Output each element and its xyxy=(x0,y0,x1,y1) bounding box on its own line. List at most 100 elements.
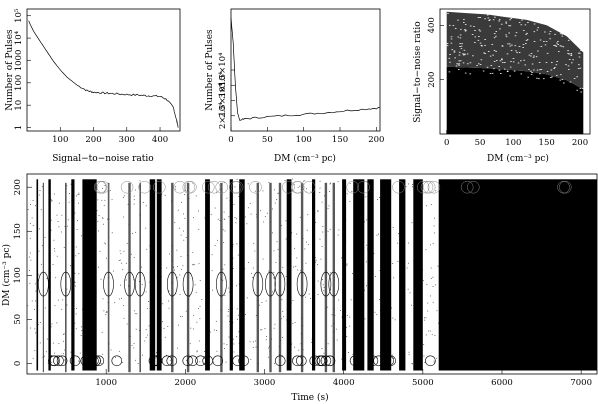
snr-vs-dm-gap xyxy=(510,50,513,51)
dm-vs-time-point xyxy=(50,219,52,221)
snr-vs-dm-gap xyxy=(488,20,490,21)
snr-vs-dm-gap xyxy=(495,60,498,61)
dm-vs-time-high-dm-pulse xyxy=(392,180,405,194)
dm-vs-time-point xyxy=(350,299,352,301)
dm-vs-time-point xyxy=(223,182,225,184)
dm-vs-time-point xyxy=(190,327,192,329)
dm-vs-time-point xyxy=(224,295,226,296)
dm-vs-time-point xyxy=(180,234,182,236)
dm-vs-time-point xyxy=(133,195,135,197)
dm-vs-time-pulse-marker xyxy=(60,271,72,297)
dm-vs-time-point xyxy=(229,291,230,293)
snr-vs-dm-gap xyxy=(515,50,517,52)
dm-vs-time-point xyxy=(366,285,367,287)
snr-vs-dm-gap xyxy=(486,14,489,16)
dm-vs-time-point xyxy=(198,308,199,310)
snr-vs-dm-gap xyxy=(453,51,456,53)
dm-vs-time-point xyxy=(61,231,62,233)
dm-vs-time-point xyxy=(227,311,229,312)
snr-vs-dm-gap xyxy=(526,32,528,34)
snr-vs-dm-gap xyxy=(532,56,535,58)
dm-vs-time-point xyxy=(63,247,65,248)
dm-vs-time-point xyxy=(62,299,64,301)
dm-vs-time-point xyxy=(183,230,184,232)
dm-vs-time-point xyxy=(35,300,36,302)
snr-vs-dm-gap xyxy=(530,70,532,72)
dm-vs-time-point xyxy=(145,227,147,229)
dm-vs-time-point xyxy=(317,294,319,295)
dm-vs-time-point xyxy=(74,212,76,214)
dm-vs-time-point xyxy=(139,180,141,182)
dm-vs-time-point xyxy=(75,255,77,257)
dm-vs-time-point xyxy=(39,322,41,323)
dm-vs-time-point xyxy=(246,297,248,299)
snr-vs-dm-gap xyxy=(469,62,472,64)
snr-vs-dm-gap xyxy=(537,50,539,52)
snr-vs-dm-gap xyxy=(557,44,559,45)
dm-vs-time-point xyxy=(74,282,76,283)
dm-vs-time-pulse-marker xyxy=(216,271,227,297)
dm-vs-time-panel: 1000 2000 3000 4000 5000 6000 7000 0 50 100 150 200… xyxy=(1,173,598,403)
dm-vs-time-pulse-marker xyxy=(124,271,135,297)
dm-vs-time-point xyxy=(323,352,325,354)
dm-vs-time-point xyxy=(66,185,68,187)
dm-vs-time-point xyxy=(122,269,124,271)
dm-vs-time-dense-band xyxy=(312,179,316,371)
snr-vs-dm-gap xyxy=(527,22,529,23)
dm-vs-time-point xyxy=(210,213,212,215)
snr-vs-dm-ytick-label: 400 xyxy=(427,17,437,33)
dm-vs-time-point xyxy=(438,322,439,324)
snr-vs-dm-gap xyxy=(451,49,454,51)
dm-vs-time-point xyxy=(252,277,253,279)
dm-vs-time-point xyxy=(63,333,65,335)
dm-vs-time-xlabel: Time (s) xyxy=(291,392,328,403)
dm-vs-time-dense-band xyxy=(438,179,597,371)
dm-vs-time-point xyxy=(264,328,266,329)
dm-vs-time-point xyxy=(293,266,295,268)
snr-vs-dm-gap xyxy=(549,31,552,32)
snr-vs-dm-gap xyxy=(489,73,492,74)
snr-vs-dm-gap xyxy=(531,63,534,65)
dm-vs-time-point xyxy=(233,203,235,205)
dm-vs-time-point xyxy=(170,360,172,361)
dm-vs-time-high-dm-pulse xyxy=(184,180,197,194)
dm-vs-time-point xyxy=(425,249,427,251)
dm-vs-time-point xyxy=(217,239,218,241)
snr-vs-dm-gap xyxy=(467,63,469,65)
snr-vs-dm-gap xyxy=(489,25,491,27)
dm-vs-time-point xyxy=(109,190,111,191)
dm-vs-time-point xyxy=(120,253,122,255)
dm-vs-time-point xyxy=(169,253,170,255)
snr-histogram-ytick-label: 10⁴ xyxy=(14,30,24,45)
dm-vs-time-point xyxy=(286,319,288,321)
dm-vs-time-point xyxy=(75,313,77,315)
snr-vs-dm-gap xyxy=(517,62,520,64)
dm-vs-time-low-dm-pulse xyxy=(150,355,162,367)
dm-vs-time-point xyxy=(198,228,200,230)
dm-vs-time-point xyxy=(432,242,434,244)
dm-vs-time-point xyxy=(430,278,432,279)
dm-vs-time-streak xyxy=(107,182,110,373)
dm-vs-time-point xyxy=(349,316,351,318)
dm-vs-time-point xyxy=(133,347,135,349)
snr-vs-dm-gap xyxy=(561,33,564,35)
snr-vs-dm-gap xyxy=(510,18,513,19)
dm-vs-time-point xyxy=(96,357,98,359)
snr-vs-dm-gap xyxy=(460,45,463,47)
dm-vs-time-point xyxy=(277,248,279,250)
dm-vs-time-streak xyxy=(300,182,304,373)
dm-vs-time-point xyxy=(177,209,179,211)
dm-vs-time-high-dm-pulse xyxy=(230,180,244,194)
dm-vs-time-point xyxy=(196,321,198,323)
dm-vs-time-point xyxy=(407,288,409,290)
snr-vs-dm-gap xyxy=(499,60,502,62)
dm-vs-time-point xyxy=(321,360,323,362)
dm-vs-time-high-dm-pulse xyxy=(93,180,107,194)
dm-vs-time-point xyxy=(323,290,325,292)
dm-vs-time-point xyxy=(45,351,47,353)
dm-vs-time-point xyxy=(397,261,399,262)
dm-vs-time-xtick-label: 4000 xyxy=(333,378,355,388)
dm-vs-time-point xyxy=(182,265,184,267)
snr-vs-dm-gap xyxy=(463,53,465,55)
dm-vs-time-point xyxy=(75,328,77,330)
